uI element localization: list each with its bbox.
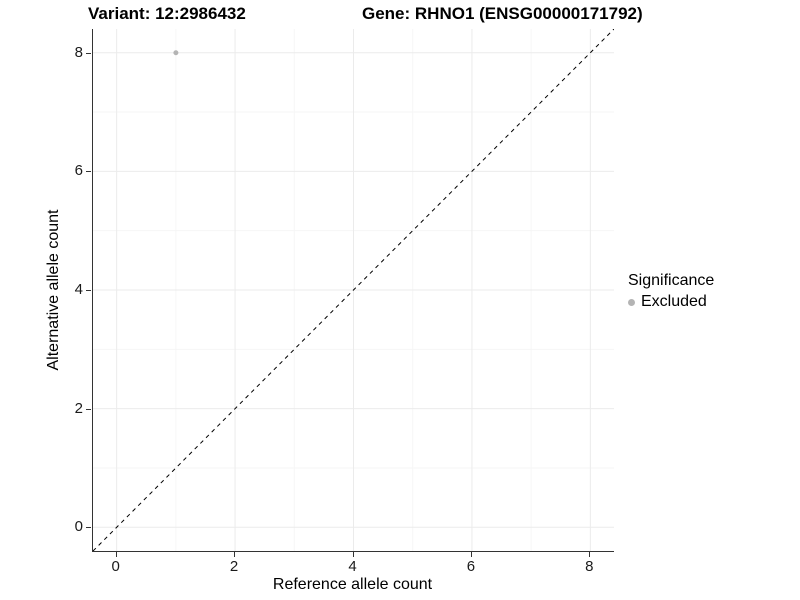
x-tick-mark [234,552,236,557]
plot-area [93,29,614,551]
y-tick-label: 6 [74,162,83,180]
gene-title: Gene: RHNO1 (ENSG00000171792) [362,4,643,23]
legend-item-label: Excluded [641,293,707,310]
legend-point-icon [628,298,635,306]
x-tick-label: 6 [466,558,476,575]
x-axis-title: Reference allele count [272,576,433,593]
y-tick-mark [86,408,91,410]
x-tick-label: 4 [348,558,357,575]
x-tick-mark [470,552,472,557]
x-tick-label: 0 [111,558,120,575]
x-tick-mark [352,552,354,557]
legend: Significance Excluded [628,272,714,311]
y-tick-mark [86,290,91,291]
y-tick-label: 0 [74,518,83,536]
y-tick-mark [86,527,91,529]
y-tick-mark [86,171,91,173]
y-tick-label: 2 [74,399,83,417]
variant-title: Variant: 12:2986432 [88,4,246,23]
x-tick-label: 2 [229,558,239,575]
plot-panel [92,29,614,552]
x-tick-label: 8 [585,558,594,575]
y-tick-mark [86,52,91,54]
data-point [173,50,179,56]
legend-item-excluded: Excluded [628,293,714,311]
y-axis-title: Alternative allele count [45,209,62,371]
x-tick-mark [115,552,117,557]
x-tick-mark [589,552,591,557]
legend-title: Significance [628,272,715,289]
y-tick-label: 4 [74,281,83,298]
y-tick-label: 8 [74,43,83,61]
identity-line [93,29,614,551]
